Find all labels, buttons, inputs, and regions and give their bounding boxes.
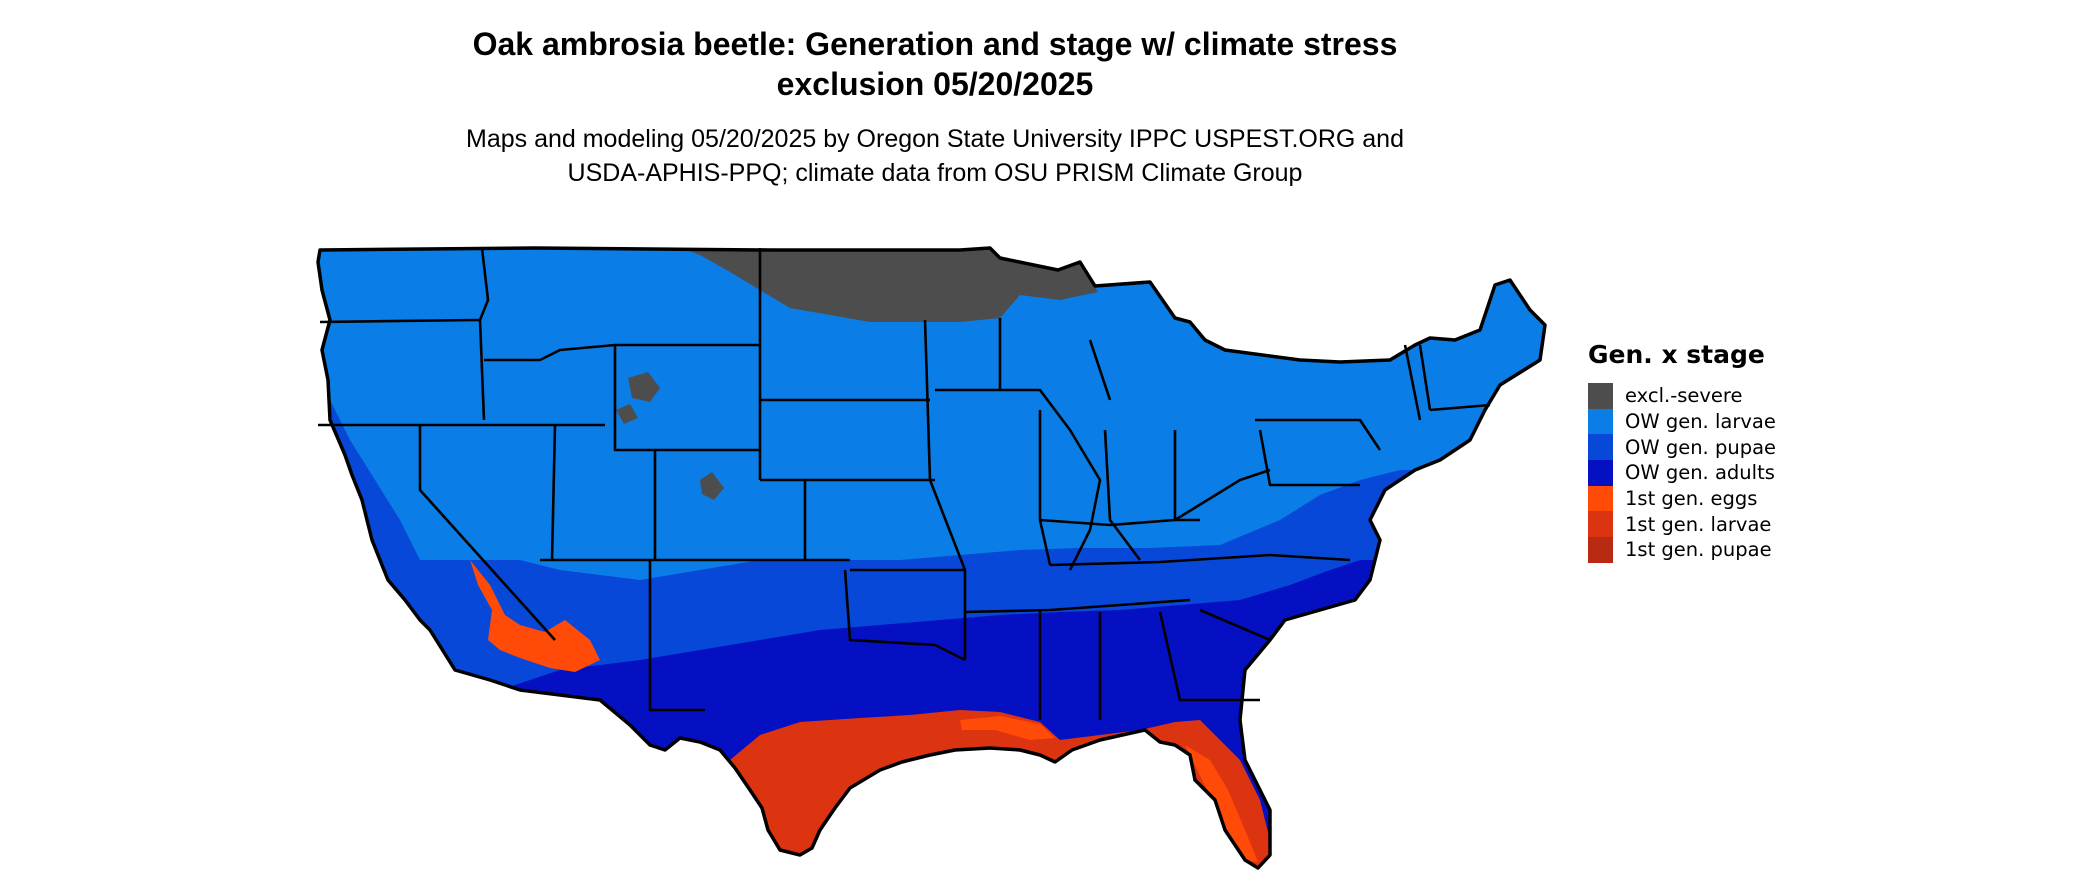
legend-swatch	[1588, 511, 1613, 538]
zone-excl-severe-wy-1	[628, 372, 660, 402]
legend-item-1st-larvae: 1st gen. larvae	[1588, 511, 1776, 538]
legend-label: 1st gen. eggs	[1625, 487, 1758, 511]
map-title: Oak ambrosia beetle: Generation and stag…	[380, 24, 1490, 104]
legend-label: OW gen. larvae	[1625, 410, 1776, 434]
legend-title: Gen. x stage	[1588, 340, 1765, 369]
us-map	[316, 246, 1547, 870]
legend-items: excl.-severe OW gen. larvae OW gen. pupa…	[1588, 383, 1776, 563]
map-subtitle-line-1: Maps and modeling 05/20/2025 by Oregon S…	[466, 125, 1404, 153]
legend-swatch	[1588, 434, 1613, 461]
legend-swatch	[1588, 383, 1613, 409]
legend-item-ow-larvae: OW gen. larvae	[1588, 408, 1776, 435]
legend: Gen. x stage excl.-severe OW gen. larvae…	[1588, 340, 1776, 563]
legend-label: OW gen. adults	[1625, 461, 1775, 485]
legend-swatch	[1588, 537, 1613, 563]
legend-label: 1st gen. pupae	[1625, 538, 1772, 562]
zone-excl-severe-co	[700, 472, 724, 500]
legend-item-1st-pupae: 1st gen. pupae	[1588, 537, 1776, 563]
zone-excl-severe-north	[660, 248, 1098, 322]
legend-swatch	[1588, 408, 1613, 435]
legend-item-excl-severe: excl.-severe	[1588, 383, 1776, 409]
legend-item-ow-adults: OW gen. adults	[1588, 460, 1776, 486]
legend-label: 1st gen. larvae	[1625, 512, 1772, 536]
zone-1st-eggs-southwest	[470, 560, 600, 672]
zone-1st-larvae-gulf	[730, 710, 1275, 868]
zone-excl-severe-wy-2	[616, 404, 638, 424]
legend-item-ow-pupae: OW gen. pupae	[1588, 434, 1777, 461]
legend-item-1st-eggs: 1st gen. eggs	[1588, 485, 1776, 512]
map-title-line-1: Oak ambrosia beetle: Generation and stag…	[472, 26, 1398, 62]
legend-label: OW gen. pupae	[1625, 435, 1777, 459]
legend-swatch	[1588, 485, 1613, 512]
zone-1st-eggs-florida	[1185, 745, 1258, 862]
legend-swatch	[1588, 460, 1613, 486]
state-boundaries	[318, 247, 1491, 720]
zone-1st-eggs-gulf	[960, 716, 1055, 740]
map-title-line-2: exclusion 05/20/2025	[776, 66, 1094, 102]
legend-label: excl.-severe	[1625, 384, 1743, 408]
map-subtitle: Maps and modeling 05/20/2025 by Oregon S…	[380, 122, 1490, 190]
map-subtitle-line-2: USDA-APHIS-PPQ; climate data from OSU PR…	[567, 159, 1303, 187]
